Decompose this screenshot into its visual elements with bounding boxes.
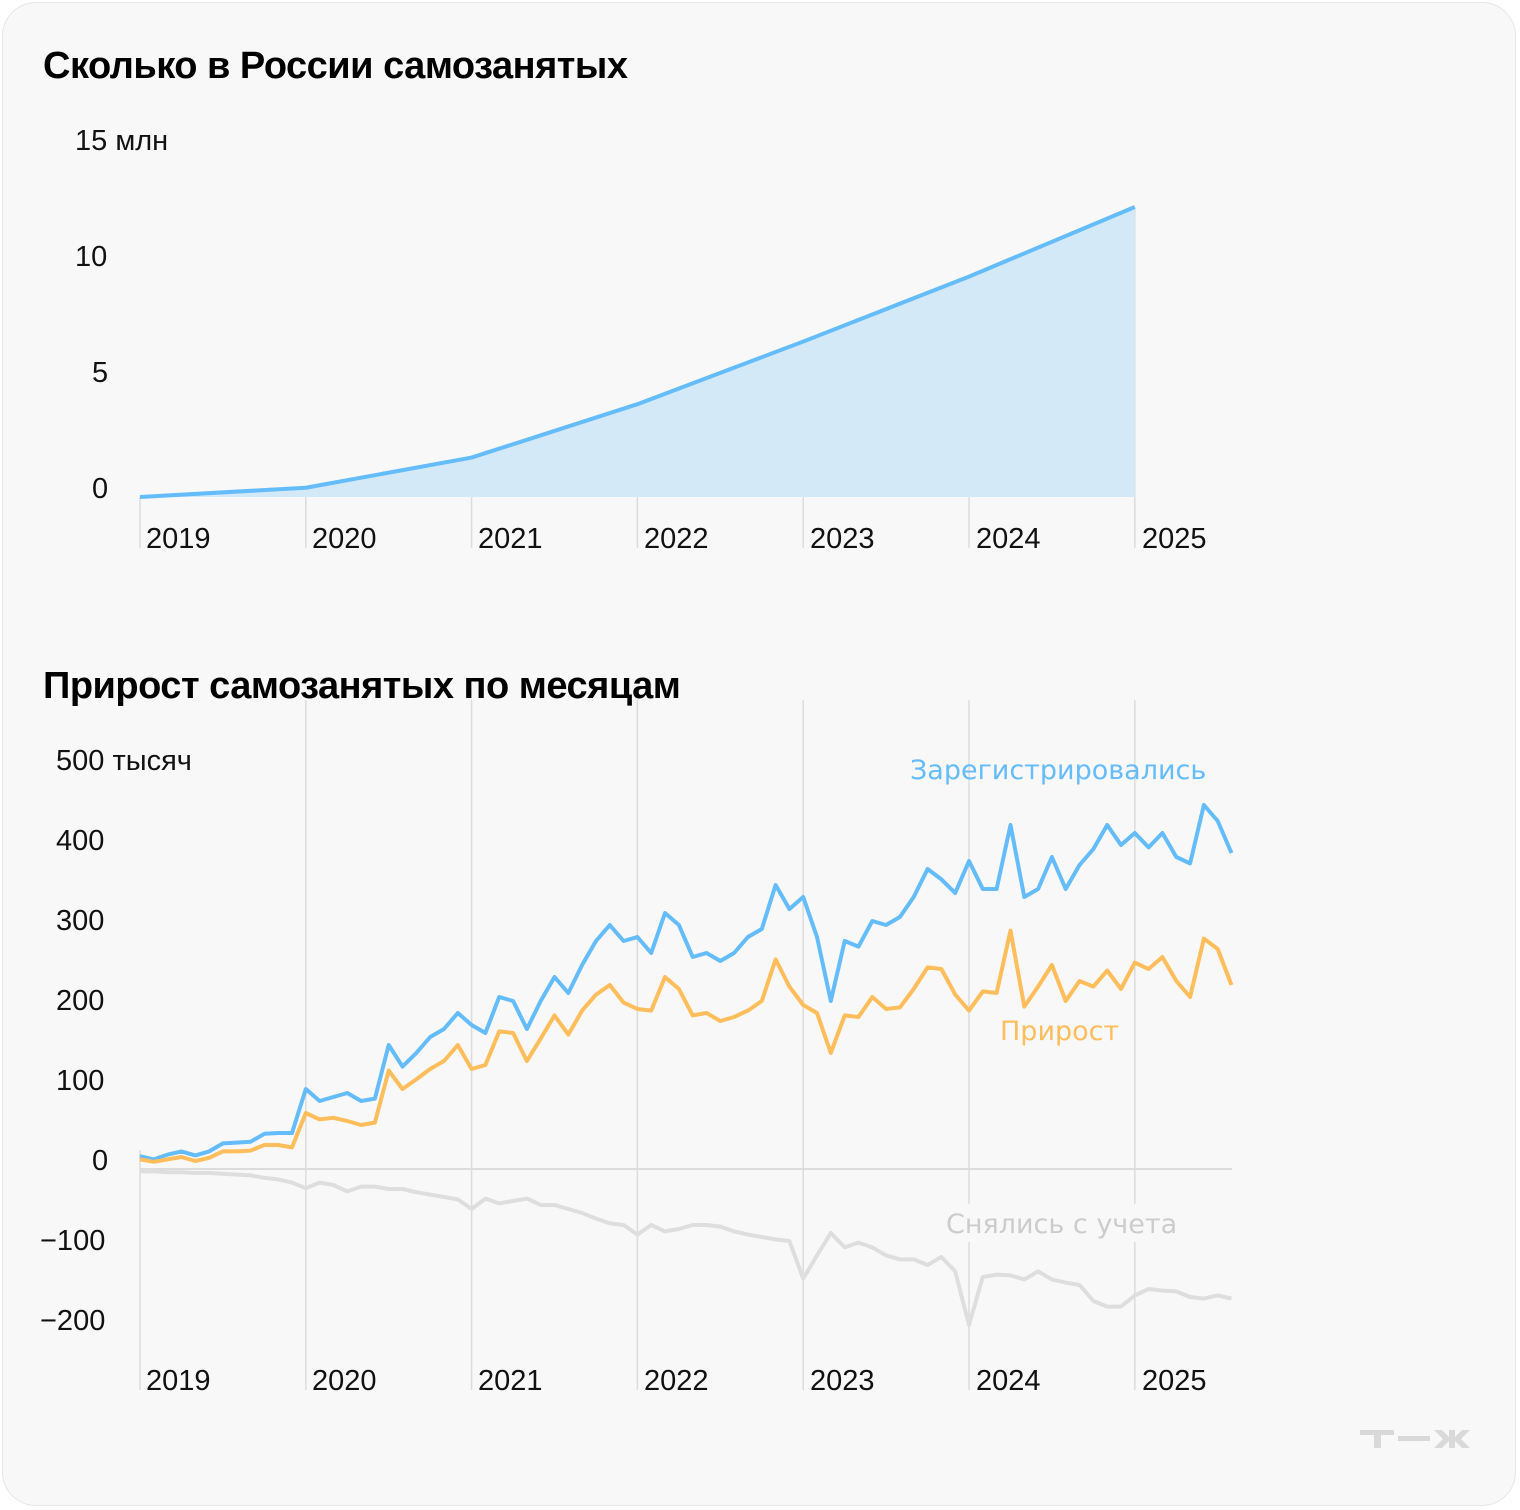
bottom-x-label-2024: 2024 xyxy=(976,1365,1041,1397)
line-deregistered xyxy=(140,1169,1232,1327)
legend-growth: Прирост xyxy=(1000,1016,1119,1047)
top-y-label-15: 15 млн xyxy=(75,125,168,157)
top-line-total xyxy=(139,205,1136,499)
bottom-x-label-2025: 2025 xyxy=(1142,1365,1207,1397)
bottom-y-label-100: 100 xyxy=(56,1065,104,1097)
top-area-chart: 15 млн 10 5 0 2019 2020 2021 2022 2023 2… xyxy=(75,125,1207,555)
top-x-label-2024: 2024 xyxy=(976,523,1041,555)
bottom-line-chart: 500 тысяч 400 300 200 100 0 −100 −200 20… xyxy=(40,700,1234,1397)
top-x-label-2020: 2020 xyxy=(312,523,377,555)
legend-registered: Зарегистрировались xyxy=(910,755,1206,786)
legend-deregistered: Снялись с учета xyxy=(946,1209,1177,1240)
top-x-axis: 2019 2020 2021 2022 2023 2024 2025 xyxy=(146,523,1207,555)
bottom-y-label-minus-100: −100 xyxy=(40,1225,105,1257)
top-x-label-2023: 2023 xyxy=(810,523,875,555)
top-area-fill xyxy=(140,207,1135,497)
top-chart-title: Сколько в России самозанятых xyxy=(43,45,628,87)
bottom-chart-title: Прирост самозанятых по месяцам xyxy=(43,665,681,707)
bottom-y-label-300: 300 xyxy=(56,905,104,937)
bottom-y-label-minus-200: −200 xyxy=(40,1305,105,1337)
bottom-x-label-2019: 2019 xyxy=(146,1365,211,1397)
bottom-x-label-2020: 2020 xyxy=(312,1365,377,1397)
bottom-y-axis: 500 тысяч 400 300 200 100 0 −100 −200 xyxy=(40,745,192,1337)
bottom-y-label-500: 500 тысяч xyxy=(56,745,192,777)
line-registered xyxy=(139,803,1234,1162)
top-y-label-0: 0 xyxy=(92,473,108,505)
tzh-logo-icon xyxy=(1360,1430,1470,1448)
top-y-label-5: 5 xyxy=(92,357,108,389)
top-x-label-2025: 2025 xyxy=(1142,523,1207,555)
top-x-label-2019: 2019 xyxy=(146,523,211,555)
label-backdrop xyxy=(940,1204,1190,1242)
top-x-label-2022: 2022 xyxy=(644,523,709,555)
bottom-y-label-0: 0 xyxy=(92,1145,108,1177)
top-y-axis: 15 млн 10 5 0 xyxy=(75,125,168,505)
bottom-y-label-400: 400 xyxy=(56,825,104,857)
top-x-label-2021: 2021 xyxy=(478,523,543,555)
bottom-grid xyxy=(139,700,1232,1390)
top-y-label-10: 10 xyxy=(75,241,107,273)
bottom-x-axis: 2019 2020 2021 2022 2023 2024 2025 xyxy=(146,1365,1207,1397)
bottom-x-label-2022: 2022 xyxy=(644,1365,709,1397)
bottom-y-label-200: 200 xyxy=(56,985,104,1017)
line-growth xyxy=(139,928,1234,1164)
bottom-x-label-2023: 2023 xyxy=(810,1365,875,1397)
bottom-x-label-2021: 2021 xyxy=(478,1365,543,1397)
